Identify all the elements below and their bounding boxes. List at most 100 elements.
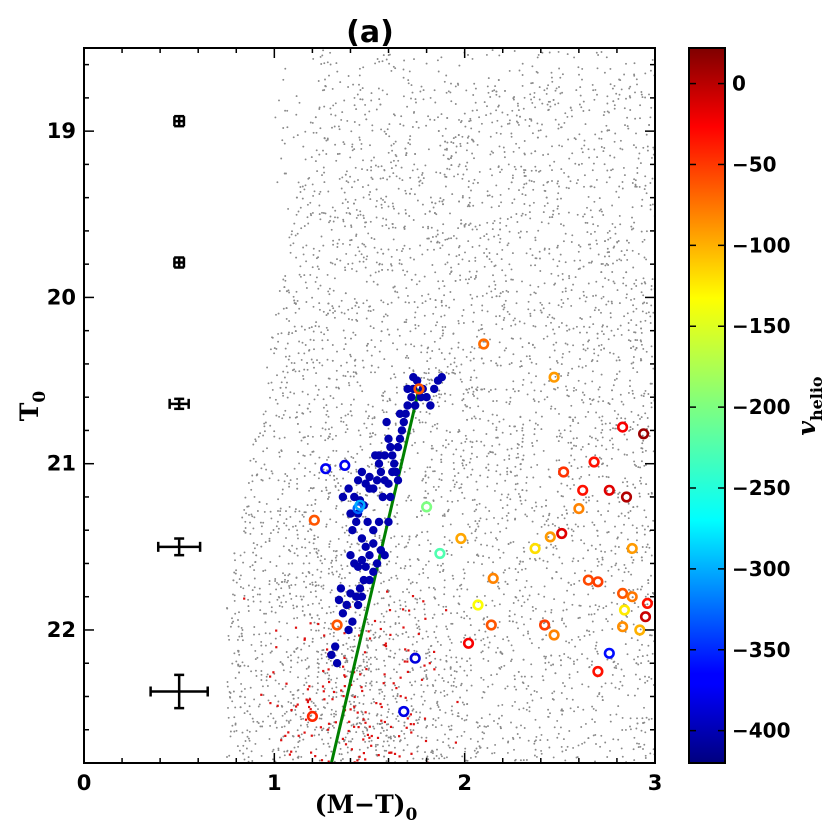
field-star — [408, 558, 411, 561]
field-star — [286, 581, 289, 584]
field-star — [469, 293, 472, 296]
field-star — [277, 595, 280, 598]
field-star — [334, 550, 337, 553]
field-star — [632, 589, 635, 591]
field-star — [295, 595, 298, 598]
field-star — [491, 599, 494, 602]
field-star — [540, 390, 542, 393]
field-star — [475, 747, 478, 750]
field-star — [343, 99, 346, 102]
field-star — [618, 491, 621, 494]
field-star — [233, 599, 236, 602]
field-star — [539, 309, 542, 312]
field-star — [467, 180, 470, 183]
field-star — [620, 259, 623, 262]
field-star — [528, 125, 531, 127]
field-star — [444, 263, 447, 266]
field-star — [229, 735, 232, 738]
field-star — [347, 181, 350, 184]
field-star — [450, 141, 453, 144]
field-star — [640, 662, 643, 665]
field-star — [484, 506, 487, 509]
field-star — [296, 529, 299, 532]
field-star — [297, 210, 300, 213]
field-star — [585, 496, 587, 499]
field-star — [643, 533, 646, 536]
field-star — [439, 571, 441, 574]
field-star — [612, 262, 614, 265]
field-star — [571, 115, 573, 118]
field-star — [370, 684, 373, 687]
field-star — [416, 199, 419, 202]
field-star — [291, 562, 294, 565]
field-star — [600, 51, 603, 53]
field-star — [554, 103, 557, 106]
field-star — [405, 192, 408, 195]
field-star — [562, 352, 564, 355]
field-star — [637, 746, 640, 749]
field-star — [547, 180, 550, 183]
field-star — [304, 546, 307, 549]
field-star — [318, 308, 321, 311]
field-star — [480, 328, 482, 331]
field-star — [356, 531, 358, 534]
field-star — [341, 758, 344, 760]
field-star — [319, 218, 322, 221]
field-star — [612, 352, 615, 355]
field-star — [616, 602, 619, 605]
field-star — [333, 721, 336, 724]
field-star — [529, 315, 532, 317]
field-star — [507, 493, 510, 496]
field-star — [534, 239, 537, 242]
field-star — [512, 602, 515, 604]
field-star — [605, 262, 608, 265]
field-star — [597, 465, 600, 468]
field-star — [304, 467, 307, 470]
field-star — [278, 605, 281, 607]
field-star — [350, 724, 353, 727]
field-star — [294, 234, 297, 237]
field-star — [437, 280, 440, 283]
field-star — [606, 658, 609, 661]
field-star — [540, 505, 543, 508]
field-star — [538, 726, 541, 729]
field-star — [474, 755, 477, 758]
field-star — [327, 731, 330, 734]
field-star — [552, 213, 554, 216]
field-star — [629, 109, 632, 111]
field-star — [362, 653, 364, 656]
field-star — [412, 219, 415, 221]
field-star — [277, 747, 280, 750]
field-star — [547, 100, 550, 103]
field-star — [435, 754, 438, 757]
field-star — [256, 593, 259, 596]
field-star — [438, 200, 441, 203]
field-star — [546, 739, 549, 741]
field-star — [237, 625, 240, 628]
field-star — [521, 489, 524, 492]
field-star — [420, 85, 423, 88]
field-star — [226, 681, 229, 683]
field-star — [439, 658, 442, 661]
field-star — [347, 500, 350, 503]
field-star — [328, 605, 331, 608]
field-star — [640, 340, 643, 343]
field-star — [369, 144, 371, 147]
field-star — [507, 242, 510, 245]
field-star — [620, 512, 623, 515]
field-star — [247, 598, 250, 601]
field-star — [510, 135, 513, 138]
field-star — [366, 589, 369, 592]
field-star — [273, 430, 276, 433]
field-star — [474, 259, 477, 262]
field-star — [554, 375, 557, 378]
field-star — [308, 489, 311, 492]
field-star — [510, 471, 513, 474]
field-star — [512, 98, 515, 101]
field-star — [416, 452, 419, 455]
field-star — [486, 636, 489, 639]
field-star — [378, 98, 381, 101]
field-star — [621, 716, 624, 719]
field-star — [633, 460, 636, 463]
field-star — [501, 111, 504, 114]
